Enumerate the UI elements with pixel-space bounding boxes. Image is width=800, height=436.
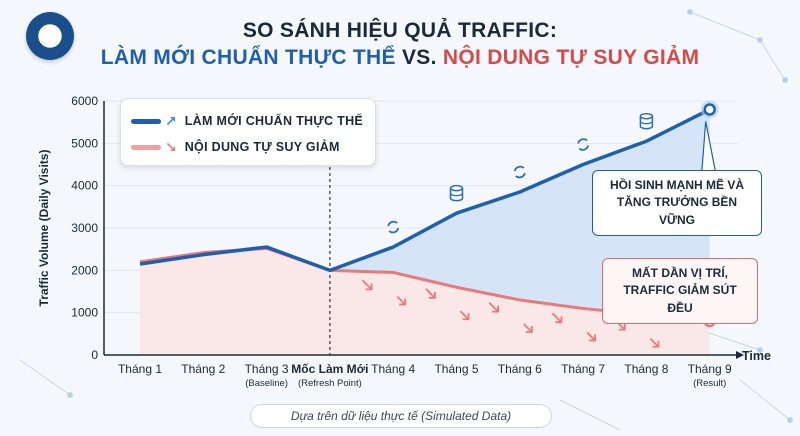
down-right-arrow-icon [425, 288, 436, 299]
data-point-refresh [703, 103, 716, 116]
refresh-icon [513, 165, 525, 172]
x-tick-label: Tháng 9 [688, 362, 732, 376]
database-icon [449, 184, 464, 192]
refresh-icon [388, 227, 400, 234]
title-vs: VS. [401, 46, 437, 70]
legend-swatch-red [131, 144, 161, 150]
refresh-icon [577, 138, 588, 144]
callout-decline-line-1: MẤT DẦN VỊ TRÍ, [632, 266, 728, 280]
title-line-1: SO SÁNH HIỆU QUẢ TRAFFIC: [242, 19, 558, 42]
x-tick-label: Tháng 2 [181, 362, 225, 376]
x-tick-label: Tháng 4 [371, 362, 415, 376]
x-tick-sublabel: (Baseline) [245, 378, 288, 389]
y-tick-label: 1000 [71, 306, 98, 320]
title-refresh: LÀM MỚI CHUẨN THỰC THỂ [100, 46, 396, 70]
arrow-down-right-icon: ↘ [165, 138, 177, 155]
x-tick-sublabel: (Result) [693, 378, 726, 389]
refresh-icon [387, 220, 398, 227]
y-tick-label: 6000 [71, 94, 98, 108]
x-tick-label: Tháng 5 [434, 362, 478, 376]
y-tick-label: 2000 [71, 263, 98, 277]
legend-swatch-blue [131, 118, 161, 124]
database-icon [449, 188, 464, 202]
legend-label-decay: NỘI DUNG TỰ SUY GIẢM [184, 140, 340, 154]
down-right-arrow-icon [488, 301, 500, 313]
title-line-2: LÀM MỚI CHUẨN THỰC THỂ VS. NỘI DUNG TỰ S… [0, 45, 800, 70]
x-axis-title: Time [742, 349, 771, 363]
data-source-note: Dựa trên dữ liệu thực tế (Simulated Data… [250, 404, 552, 428]
down-right-arrow-icon [459, 310, 470, 321]
title-decay: NỘI DUNG TỰ SUY GIẢM [442, 46, 700, 70]
down-right-arrow-icon [523, 323, 533, 333]
chart-legend: ↗ LÀM MỚI CHUẨN THỰC THỂ ↘ NỘI DUNG TỰ S… [120, 98, 376, 166]
database-icon [449, 192, 464, 197]
down-right-arrow-icon [361, 279, 373, 291]
y-tick-label: 3000 [71, 221, 98, 235]
database-icon [639, 116, 654, 130]
callout-growth: HỒI SINH MẠNH MẼ VÀ TĂNG TRƯỞNG BỀN VỮNG [592, 170, 762, 237]
x-tick-label: Tháng 1 [118, 362, 162, 376]
down-right-arrow-icon [396, 295, 407, 306]
legend-item-refresh: ↗ LÀM MỚI CHUẨN THỰC THỂ [131, 111, 363, 131]
x-tick-label: Tháng 7 [561, 362, 605, 376]
arrow-up-right-icon: ↗ [165, 112, 177, 129]
down-right-arrow-icon [586, 331, 596, 342]
y-tick-label: 0 [91, 348, 98, 362]
x-tick-sublabel: (Refresh Point) [298, 378, 362, 389]
series-line-refresh [139, 107, 711, 273]
refresh-icon [515, 172, 526, 179]
chart-title: SO SÁNH HIỆU QUẢ TRAFFIC: LÀM MỚI CHUẨN … [0, 18, 800, 70]
callout-decline-line-2: TRAFFIC GIẢM SÚT ĐỀU [623, 283, 737, 315]
x-tick-label: Tháng 6 [498, 362, 542, 376]
legend-label-refresh: LÀM MỚI CHUẨN THỰC THỂ [184, 114, 364, 128]
decay-area-fill [140, 248, 710, 355]
brand-logo [26, 12, 74, 60]
database-icon [639, 112, 654, 120]
database-icon [639, 121, 653, 125]
y-tick-label: 4000 [71, 179, 98, 193]
callout-growth-line-2: TĂNG TRƯỞNG BỀN VỮNG [616, 195, 738, 227]
x-tick-label: Tháng 3 [245, 362, 289, 376]
x-tick-label: Tháng 8 [624, 362, 668, 376]
x-tick-label: Mốc Làm Mới [291, 362, 368, 376]
y-tick-label: 5000 [71, 136, 98, 150]
legend-item-decay: ↘ NỘI DUNG TỰ SUY GIẢM [131, 137, 340, 157]
down-right-arrow-icon [649, 338, 660, 348]
callout-decline: MẤT DẦN VỊ TRÍ, TRAFFIC GIẢM SÚT ĐỀU [602, 258, 758, 325]
down-right-arrow-icon [551, 312, 563, 324]
y-axis-title: Traffic Volume (Daily Visits) [37, 150, 51, 307]
refresh-icon [578, 145, 589, 151]
x-axis-arrowhead [736, 351, 744, 359]
callout-growth-line-1: HỒI SINH MẠNH MẼ VÀ [609, 178, 744, 192]
